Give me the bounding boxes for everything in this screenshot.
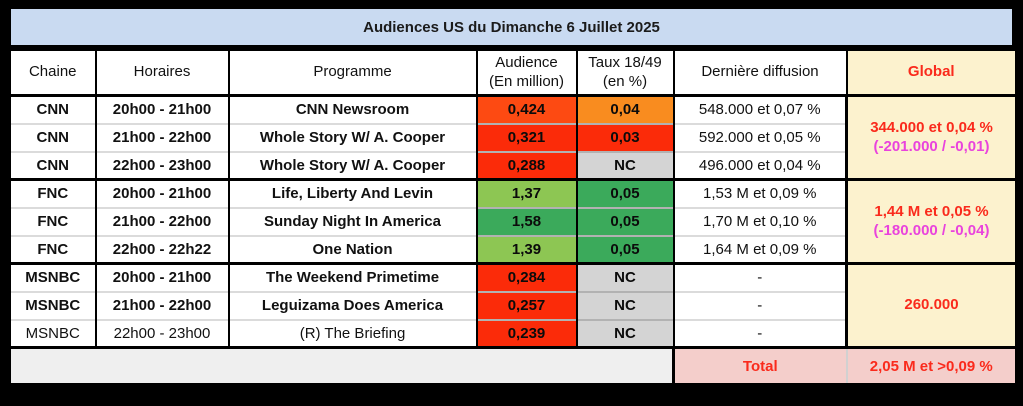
- global-average: 260.000: [904, 296, 959, 314]
- column-header-taux: Taux 18/49 (en %): [575, 49, 675, 97]
- channel-cell: CNN: [8, 122, 97, 152]
- audience-value-cell: 0,424: [475, 95, 578, 124]
- channel-cell: MSNBC: [8, 263, 97, 292]
- table-row: FNC 20h00 - 21h00 Life, Liberty And Levi…: [8, 179, 1018, 264]
- footer-empty-cell: [9, 347, 675, 385]
- audience-value-cell: 0,257: [475, 290, 578, 320]
- program-cell: One Nation: [227, 234, 478, 264]
- table-footer: Total 2,05 M et >0,09 %: [9, 347, 1017, 385]
- time-slot-cell: 21h00 - 22h00: [94, 206, 230, 236]
- table-row: CNN 20h00 - 21h00 CNN Newsroom 0,424 0,0…: [8, 95, 1018, 180]
- audience-value-cell: 0,321: [475, 122, 578, 152]
- rating-18-49-cell: 0,05: [575, 206, 675, 236]
- footer-total-label: Total: [673, 347, 847, 385]
- program-cell: Whole Story W/ A. Cooper: [227, 122, 478, 152]
- audience-value-cell: 0,288: [475, 150, 578, 180]
- channel-group-cnn: CNN 20h00 - 21h00 CNN Newsroom 0,424 0,0…: [8, 95, 1018, 180]
- audience-value-cell: 1,58: [475, 206, 578, 236]
- column-header-derniere-diffusion: Dernière diffusion: [672, 49, 848, 97]
- table-row: MSNBC 22h00 - 23h00 (R) The Briefing 0,2…: [8, 318, 1017, 348]
- audience-report: Audiences US du Dimanche 6 Juillet 2025 …: [8, 6, 1018, 398]
- rating-18-49-cell: NC: [575, 290, 675, 320]
- last-broadcast-cell: -: [672, 263, 848, 292]
- channel-group-msnbc: MSNBC 20h00 - 21h00 The Weekend Primetim…: [8, 263, 1018, 348]
- program-cell: Leguizama Does America: [227, 290, 478, 320]
- table-header: Chaine Horaires Programme Audience (En m…: [8, 49, 1018, 97]
- table-row: MSNBC 21h00 - 22h00 Leguizama Does Ameri…: [8, 290, 1017, 320]
- channel-cell: MSNBC: [8, 290, 97, 320]
- channel-group-fnc: FNC 20h00 - 21h00 Life, Liberty And Levi…: [8, 179, 1018, 264]
- time-slot-cell: 22h00 - 22h22: [94, 234, 230, 264]
- footer-total-value: 2,05 M et >0,09 %: [845, 347, 1017, 385]
- last-broadcast-cell: 496.000 et 0,04 %: [672, 150, 848, 180]
- audience-value-cell: 1,37: [475, 179, 578, 208]
- last-broadcast-cell: 1,64 M et 0,09 %: [672, 234, 848, 264]
- last-broadcast-cell: 592.000 et 0,05 %: [672, 122, 848, 152]
- last-broadcast-cell: 1,70 M et 0,10 %: [672, 206, 848, 236]
- page-title: Audiences US du Dimanche 6 Juillet 2025: [8, 6, 1015, 48]
- column-header-chaine: Chaine: [8, 49, 97, 97]
- rating-18-49-cell: NC: [575, 150, 675, 180]
- program-cell: (R) The Briefing: [227, 318, 478, 348]
- global-delta: (-180.000 / -0,04): [873, 221, 990, 239]
- program-cell: Whole Story W/ A. Cooper: [227, 150, 478, 180]
- time-slot-cell: 22h00 - 23h00: [94, 318, 230, 348]
- global-summary-cell: 260.000: [845, 263, 1018, 348]
- program-cell: Life, Liberty And Levin: [227, 179, 478, 208]
- program-cell: CNN Newsroom: [227, 95, 478, 124]
- channel-cell: MSNBC: [8, 318, 97, 348]
- table-row: MSNBC 20h00 - 21h00 The Weekend Primetim…: [8, 263, 1018, 348]
- table-row: FNC 22h00 - 22h22 One Nation 1,39 0,05 1…: [8, 234, 1017, 264]
- rating-18-49-cell: 0,05: [575, 179, 675, 208]
- audience-value-cell: 0,239: [475, 318, 578, 348]
- audience-value-cell: 0,284: [475, 263, 578, 292]
- channel-cell: CNN: [8, 95, 97, 124]
- program-cell: Sunday Night In America: [227, 206, 478, 236]
- total-row: Total 2,05 M et >0,09 %: [9, 347, 1017, 385]
- header-row: Chaine Horaires Programme Audience (En m…: [8, 49, 1018, 97]
- table-row: CNN 22h00 - 23h00 Whole Story W/ A. Coop…: [8, 150, 1017, 180]
- table-row: CNN 21h00 - 22h00 Whole Story W/ A. Coop…: [8, 122, 1017, 152]
- global-average: 344.000 et 0,04 %: [870, 118, 993, 136]
- program-cell: The Weekend Primetime: [227, 263, 478, 292]
- column-header-horaires: Horaires: [94, 49, 230, 97]
- last-broadcast-cell: 1,53 M et 0,09 %: [672, 179, 848, 208]
- last-broadcast-cell: 548.000 et 0,07 %: [672, 95, 848, 124]
- time-slot-cell: 20h00 - 21h00: [94, 95, 230, 124]
- rating-18-49-cell: 0,05: [575, 234, 675, 264]
- time-slot-cell: 21h00 - 22h00: [94, 122, 230, 152]
- column-header-global: Global: [845, 49, 1018, 97]
- time-slot-cell: 20h00 - 21h00: [94, 263, 230, 292]
- global-summary-cell: 1,44 M et 0,05 % (-180.000 / -0,04): [845, 179, 1018, 264]
- channel-cell: FNC: [8, 179, 97, 208]
- rating-18-49-cell: 0,03: [575, 122, 675, 152]
- rating-18-49-cell: 0,04: [575, 95, 675, 124]
- audiences-table: Chaine Horaires Programme Audience (En m…: [8, 48, 1018, 386]
- rating-18-49-cell: NC: [575, 263, 675, 292]
- rating-18-49-cell: NC: [575, 318, 675, 348]
- time-slot-cell: 21h00 - 22h00: [94, 290, 230, 320]
- last-broadcast-cell: -: [672, 318, 848, 348]
- last-broadcast-cell: -: [672, 290, 848, 320]
- channel-cell: CNN: [8, 150, 97, 180]
- global-summary-cell: 344.000 et 0,04 % (-201.000 / -0,01): [845, 95, 1018, 180]
- table-row: FNC 21h00 - 22h00 Sunday Night In Americ…: [8, 206, 1017, 236]
- time-slot-cell: 22h00 - 23h00: [94, 150, 230, 180]
- channel-cell: FNC: [8, 206, 97, 236]
- column-header-audience: Audience (En million): [475, 49, 578, 97]
- column-header-programme: Programme: [227, 49, 478, 97]
- channel-cell: FNC: [8, 234, 97, 264]
- global-average: 1,44 M et 0,05 %: [874, 202, 989, 220]
- time-slot-cell: 20h00 - 21h00: [94, 179, 230, 208]
- audience-value-cell: 1,39: [475, 234, 578, 264]
- global-delta: (-201.000 / -0,01): [873, 137, 990, 155]
